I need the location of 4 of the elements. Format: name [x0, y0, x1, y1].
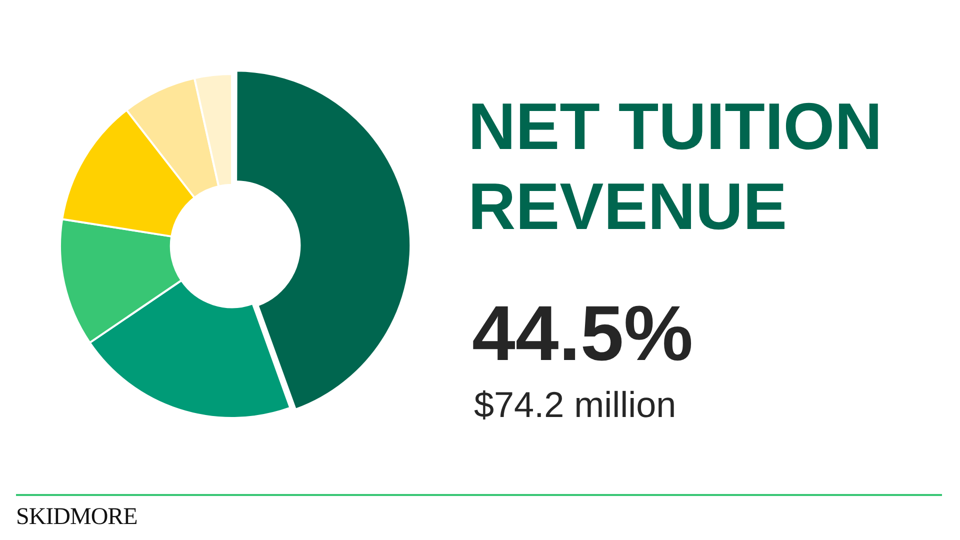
text: $74.2 million [474, 384, 676, 426]
text: NET TUITION REVENUE [468, 88, 884, 245]
data-label: 44.5% [472, 288, 694, 378]
text: SKIDMORE [16, 504, 138, 531]
